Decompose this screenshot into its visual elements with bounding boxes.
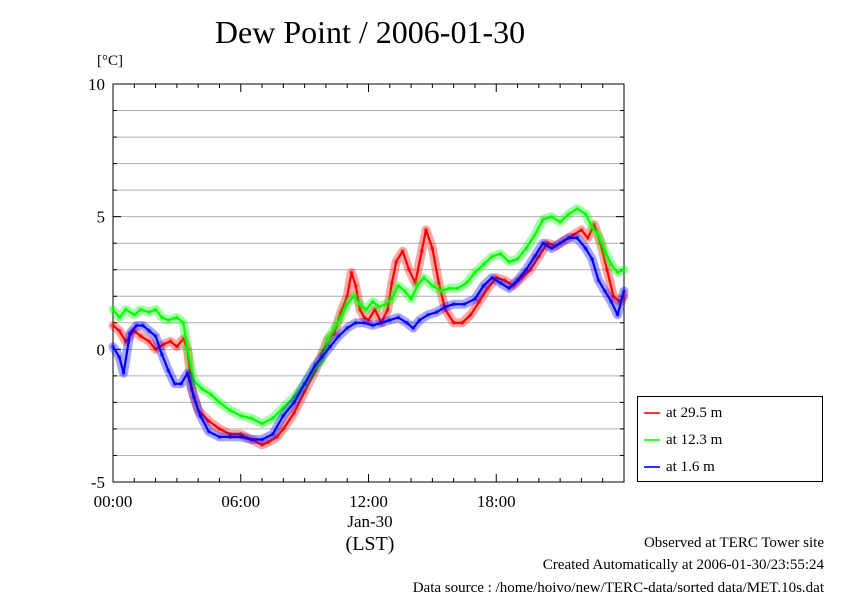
x-tick-label: 00:00	[94, 492, 133, 511]
x-tick-label: 18:00	[477, 492, 516, 511]
chart-title: Dew Point / 2006-01-30	[214, 14, 526, 50]
x-date-label: Jan-30	[347, 512, 393, 531]
legend-item-29-5m: at 29.5 m	[644, 403, 722, 423]
y-tick-label: 5	[97, 208, 106, 227]
legend-label-12-3m: at 12.3 m	[666, 431, 723, 448]
series-line-1	[112, 207, 625, 425]
legend: at 29.5 m at 12.3 m at 1.6 m	[637, 396, 823, 482]
legend-item-1-6m: at 1.6 m	[644, 457, 715, 477]
footer-source: Data source : /home/hoivo/new/TERC-data/…	[412, 580, 824, 596]
legend-swatch-29-5m	[644, 412, 660, 414]
plot-frame	[112, 83, 625, 483]
y-tick-label: 0	[97, 340, 106, 359]
series-line-2	[112, 236, 626, 441]
footer-created: Created Automatically at 2006-01-30/23:5…	[542, 557, 824, 573]
x-axis-label: (LST)	[345, 533, 395, 555]
legend-swatch-12-3m	[644, 439, 660, 441]
legend-swatch-1-6m	[644, 466, 660, 468]
x-tick-label: 06:00	[221, 492, 260, 511]
y-tick-label: 10	[88, 75, 105, 94]
legend-item-12-3m: at 12.3 m	[644, 430, 722, 450]
footer-observed: Observed at TERC Tower site	[643, 535, 824, 551]
legend-label-29-5m: at 29.5 m	[666, 404, 723, 421]
legend-label-1-6m: at 1.6 m	[666, 458, 715, 475]
y-tick-label: -5	[91, 473, 105, 492]
x-tick-label: 12:00	[349, 492, 388, 511]
y-unit-label: [°C]	[97, 53, 123, 69]
